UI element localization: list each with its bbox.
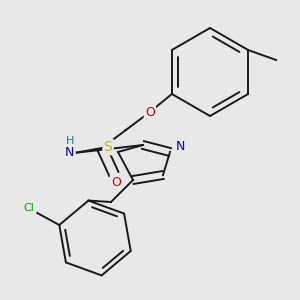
Text: N: N <box>175 140 185 154</box>
Text: Cl: Cl <box>24 203 35 213</box>
Text: O: O <box>111 176 121 188</box>
Text: O: O <box>145 106 155 118</box>
Text: S: S <box>103 140 112 154</box>
Text: N: N <box>65 146 75 160</box>
Text: H: H <box>66 136 74 146</box>
